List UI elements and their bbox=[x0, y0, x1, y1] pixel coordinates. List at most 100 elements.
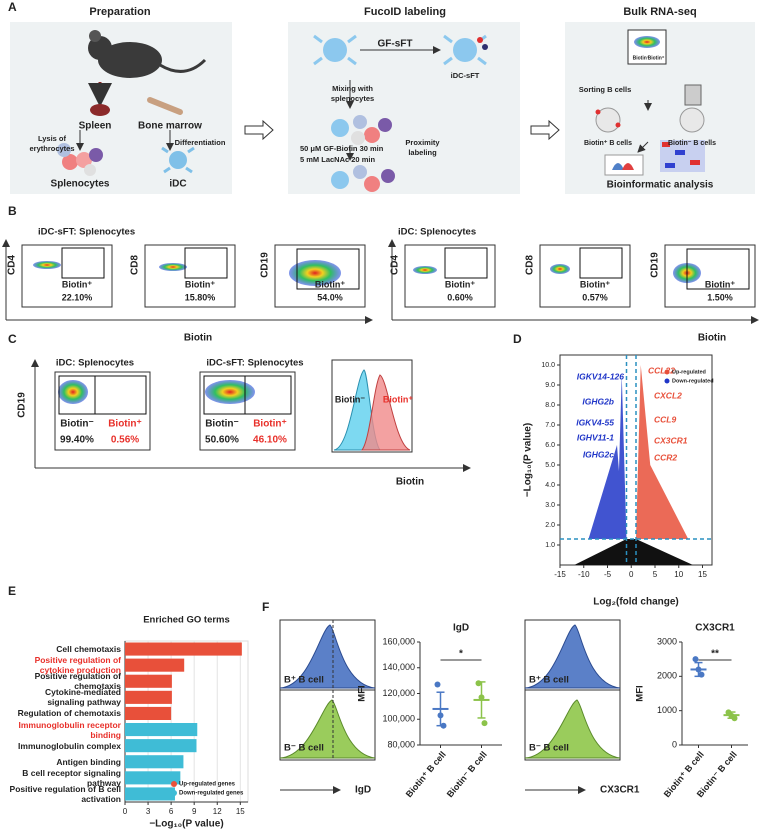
y-tick-label: 3.0 bbox=[545, 502, 555, 509]
label: B⁺ B cell bbox=[284, 675, 324, 686]
legend-label: Up-regulated genes bbox=[179, 782, 236, 788]
y-axis-label: CD19 bbox=[17, 392, 28, 418]
category-label: Antigen binding bbox=[56, 756, 121, 767]
label: Biotin⁻ bbox=[633, 55, 650, 61]
panel-label: E bbox=[8, 584, 16, 598]
point-cloud bbox=[636, 365, 689, 539]
gate-label: Biotin⁺ bbox=[445, 279, 475, 289]
significance-label: * bbox=[459, 649, 463, 660]
x-tick-label: Biotin⁺ B cell bbox=[404, 749, 448, 799]
gate-percent: 22.10% bbox=[62, 292, 93, 302]
legend-swatch bbox=[171, 781, 177, 787]
gene-label: CCL9 bbox=[654, 414, 676, 424]
panel-label: A bbox=[8, 0, 17, 14]
x-tick-label: 9 bbox=[192, 807, 197, 816]
point-cloud bbox=[588, 375, 627, 539]
y-tick-label: 4.0 bbox=[545, 482, 555, 489]
y-axis-label: CD4 bbox=[7, 255, 18, 275]
legend-swatch bbox=[664, 369, 670, 375]
gate bbox=[444, 247, 488, 279]
y-tick-label: 1000 bbox=[657, 705, 677, 715]
gate-label: Biotin⁺ bbox=[315, 279, 345, 289]
bar bbox=[125, 658, 185, 672]
y-tick-label: 160,000 bbox=[382, 636, 415, 646]
x-tick-label: 6 bbox=[169, 807, 174, 816]
label: Mixing with splenocytes bbox=[330, 84, 375, 103]
gene-label: IGHG2b bbox=[582, 396, 614, 406]
panel-label: B bbox=[8, 204, 17, 218]
gate-label: Biotin⁺ bbox=[580, 279, 610, 289]
x-tick-label: 0 bbox=[123, 807, 128, 816]
histogram bbox=[279, 699, 376, 759]
panel-label: F bbox=[262, 600, 269, 614]
label: Biotin⁺ bbox=[648, 55, 665, 61]
y-tick-label: 8.0 bbox=[545, 402, 555, 409]
label: Lysis of erythrocytes bbox=[29, 134, 75, 153]
y-tick-label: 140,000 bbox=[382, 662, 415, 672]
bar bbox=[125, 642, 242, 656]
label: Biotin⁻ bbox=[335, 394, 365, 404]
legend-swatch bbox=[664, 378, 670, 384]
label: Biotin⁻ B cells bbox=[668, 140, 716, 147]
label: 50 μM GF-Biotin 30 min bbox=[300, 144, 384, 153]
plot-title: iDC-sFT: Splenocytes bbox=[206, 358, 303, 369]
gene-label: CCR2 bbox=[654, 452, 677, 462]
category-label: Immunoglobulin receptor binding bbox=[18, 719, 121, 740]
y-tick-label: 6.0 bbox=[545, 442, 555, 449]
legend-label: Down-regulated genes bbox=[179, 791, 244, 797]
y-tick-label: 3000 bbox=[657, 636, 677, 646]
x-tick-label: 12 bbox=[213, 807, 222, 816]
x-axis-label: Biotin bbox=[396, 477, 424, 488]
label: B⁺ B cell bbox=[529, 675, 569, 686]
cells-icon bbox=[313, 34, 488, 192]
panel-label: D bbox=[513, 332, 522, 346]
label: Differentiation bbox=[175, 138, 226, 147]
y-tick-label: 80,000 bbox=[387, 739, 415, 749]
x-axis-label: Biotin bbox=[698, 333, 726, 344]
label: Sorting B cells bbox=[579, 85, 632, 94]
label: Biotin⁺ B cells bbox=[584, 140, 632, 147]
significance-label: ** bbox=[711, 649, 719, 660]
plot-frame bbox=[21, 244, 113, 308]
bar bbox=[125, 723, 198, 737]
label: B⁻ B cell bbox=[529, 743, 569, 754]
gate-label: Biotin⁺ bbox=[705, 279, 735, 289]
gate-label: Biotin⁺ bbox=[185, 279, 215, 289]
mouse-icon bbox=[88, 30, 207, 78]
gate bbox=[244, 375, 292, 415]
y-tick-label: 9.0 bbox=[545, 382, 555, 389]
gate-percent: 0.60% bbox=[447, 292, 473, 302]
category-label: Immunoglobulin complex bbox=[18, 740, 121, 751]
label: Biotin⁻ bbox=[205, 419, 239, 430]
legend-label: Up-regulated bbox=[672, 369, 706, 375]
cell-density bbox=[58, 380, 88, 404]
x-axis-label: CX3CR1 bbox=[600, 785, 640, 796]
y-axis-label: CD8 bbox=[525, 255, 536, 275]
y-axis-label: −Log₁₀(P value) bbox=[523, 423, 534, 497]
gate-percent: 54.0% bbox=[317, 292, 343, 302]
step-title: FucoID labeling bbox=[364, 6, 446, 18]
y-tick-label: 120,000 bbox=[382, 688, 415, 698]
y-tick-label: 100,000 bbox=[382, 714, 415, 724]
chart-title: IgD bbox=[453, 623, 469, 634]
histogram bbox=[524, 624, 621, 689]
cell-density bbox=[159, 263, 187, 271]
label: 0.56% bbox=[111, 435, 139, 446]
x-tick-label: 15 bbox=[698, 570, 707, 579]
x-tick-label: 10 bbox=[674, 570, 683, 579]
gate bbox=[296, 248, 360, 290]
data-point bbox=[475, 680, 482, 687]
legend-label: Down-regulated bbox=[672, 378, 714, 384]
x-tick-label: -10 bbox=[578, 570, 590, 579]
gene-label: CX3CR1 bbox=[654, 435, 688, 445]
point-cloud bbox=[574, 539, 693, 565]
y-tick-label: 5.0 bbox=[545, 462, 555, 469]
gate bbox=[94, 375, 147, 415]
gate-percent: 0.57% bbox=[582, 292, 608, 302]
label: B⁻ B cell bbox=[284, 743, 324, 754]
data-point bbox=[692, 656, 699, 663]
x-tick-label: Biotin⁻ B cell bbox=[445, 749, 489, 799]
y-axis-label: MFI bbox=[635, 685, 646, 701]
plot-frame bbox=[539, 244, 631, 308]
